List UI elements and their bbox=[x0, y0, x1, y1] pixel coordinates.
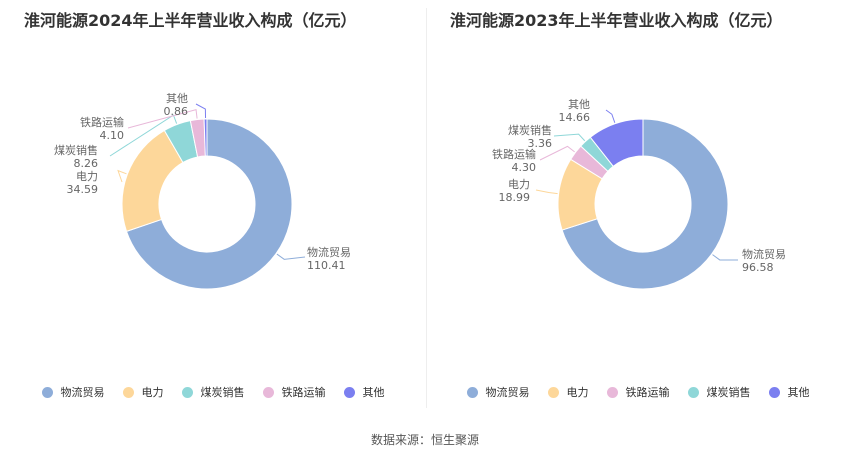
legend-marker bbox=[466, 386, 478, 398]
legend-item[interactable]: 电力 bbox=[547, 384, 589, 400]
slice-label-value: 14.66 bbox=[559, 111, 591, 124]
legend-item[interactable]: 铁路运输 bbox=[262, 384, 326, 400]
slice-label-name: 煤炭销售 bbox=[508, 123, 552, 137]
slice-label-name: 电力 bbox=[508, 178, 530, 191]
slice-label-value: 3.36 bbox=[528, 137, 553, 150]
legend-label: 煤炭销售 bbox=[200, 386, 245, 399]
slice-label-name: 物流贸易 bbox=[307, 245, 351, 259]
legend-label: 煤炭销售 bbox=[706, 386, 751, 399]
legend-marker bbox=[181, 386, 193, 398]
legend-label: 物流贸易 bbox=[60, 386, 105, 399]
legend-label: 铁路运输 bbox=[625, 386, 670, 399]
slice-物流贸易[interactable] bbox=[561, 118, 729, 290]
slice-其他[interactable] bbox=[203, 118, 208, 157]
legend-marker bbox=[606, 386, 618, 398]
slice-label-value: 4.10 bbox=[100, 129, 125, 142]
legend-label: 电力 bbox=[141, 386, 164, 399]
chart-title: 淮河能源2023年上半年营业收入构成（亿元） bbox=[450, 11, 783, 30]
chart-title: 淮河能源2024年上半年营业收入构成（亿元） bbox=[24, 11, 357, 30]
leader-line bbox=[276, 253, 306, 260]
slice-label-name: 其他 bbox=[568, 98, 590, 111]
legend-marker bbox=[547, 386, 559, 398]
slice-label-value: 34.59 bbox=[67, 183, 99, 196]
legend-marker bbox=[122, 386, 134, 398]
slice-label-name: 其他 bbox=[166, 92, 188, 105]
slice-label-name: 铁路运输 bbox=[492, 147, 536, 161]
divider bbox=[426, 8, 427, 408]
legend-marker bbox=[343, 386, 355, 398]
legend-item[interactable]: 铁路运输 bbox=[606, 384, 670, 400]
legend: 物流贸易 电力 铁路运输 煤炭销售 其他 bbox=[426, 384, 850, 400]
legend-label: 物流贸易 bbox=[485, 386, 530, 399]
leader-line bbox=[127, 108, 198, 129]
legend-item[interactable]: 其他 bbox=[343, 384, 385, 400]
slice-label-value: 96.58 bbox=[742, 261, 774, 274]
leader-line bbox=[553, 133, 586, 142]
leader-line bbox=[195, 103, 207, 119]
legend: 物流贸易 电力 煤炭销售 铁路运输 其他 bbox=[0, 384, 426, 400]
slice-label-name: 物流贸易 bbox=[742, 247, 786, 261]
slice-label-name: 电力 bbox=[76, 170, 98, 183]
slice-label-value: 4.30 bbox=[512, 161, 537, 174]
legend-label: 其他 bbox=[787, 386, 810, 399]
data-source: 数据来源：恒生聚源 bbox=[370, 433, 479, 447]
legend-label: 其他 bbox=[362, 386, 385, 399]
slice-其他[interactable] bbox=[589, 118, 644, 168]
legend-marker bbox=[41, 386, 53, 398]
slice-label-name: 铁路运输 bbox=[80, 115, 124, 129]
legend-label: 铁路运输 bbox=[281, 386, 326, 399]
legend-marker bbox=[687, 386, 699, 398]
leader-line bbox=[712, 254, 739, 261]
legend-item[interactable]: 煤炭销售 bbox=[181, 384, 245, 400]
leader-line bbox=[535, 189, 558, 195]
chart-panel-2023: 淮河能源2023年上半年营业收入构成（亿元） 物流贸易 96.58 电力 18.99 铁… bbox=[426, 0, 850, 410]
leader-line bbox=[109, 114, 178, 157]
legend-label: 电力 bbox=[566, 386, 589, 399]
slice-label-value: 8.26 bbox=[74, 157, 99, 170]
legend-marker bbox=[768, 386, 780, 398]
legend-item[interactable]: 煤炭销售 bbox=[687, 384, 751, 400]
slice-label-value: 0.86 bbox=[164, 105, 189, 118]
slice-label-value: 110.41 bbox=[307, 259, 346, 272]
chart-panel-2024: 淮河能源2024年上半年营业收入构成（亿元） 物流贸易 110.41 电力 34.59… bbox=[0, 0, 426, 410]
legend-item[interactable]: 物流贸易 bbox=[466, 384, 530, 400]
legend-item[interactable]: 物流贸易 bbox=[41, 384, 105, 400]
slice-label-value: 18.99 bbox=[499, 191, 531, 204]
legend-item[interactable]: 电力 bbox=[122, 384, 164, 400]
legend-marker bbox=[262, 386, 274, 398]
leader-line bbox=[539, 145, 575, 161]
legend-item[interactable]: 其他 bbox=[768, 384, 810, 400]
slice-物流贸易[interactable] bbox=[125, 118, 293, 290]
slice-label-name: 煤炭销售 bbox=[54, 143, 98, 157]
leader-line bbox=[117, 169, 127, 183]
leader-line bbox=[605, 109, 616, 123]
